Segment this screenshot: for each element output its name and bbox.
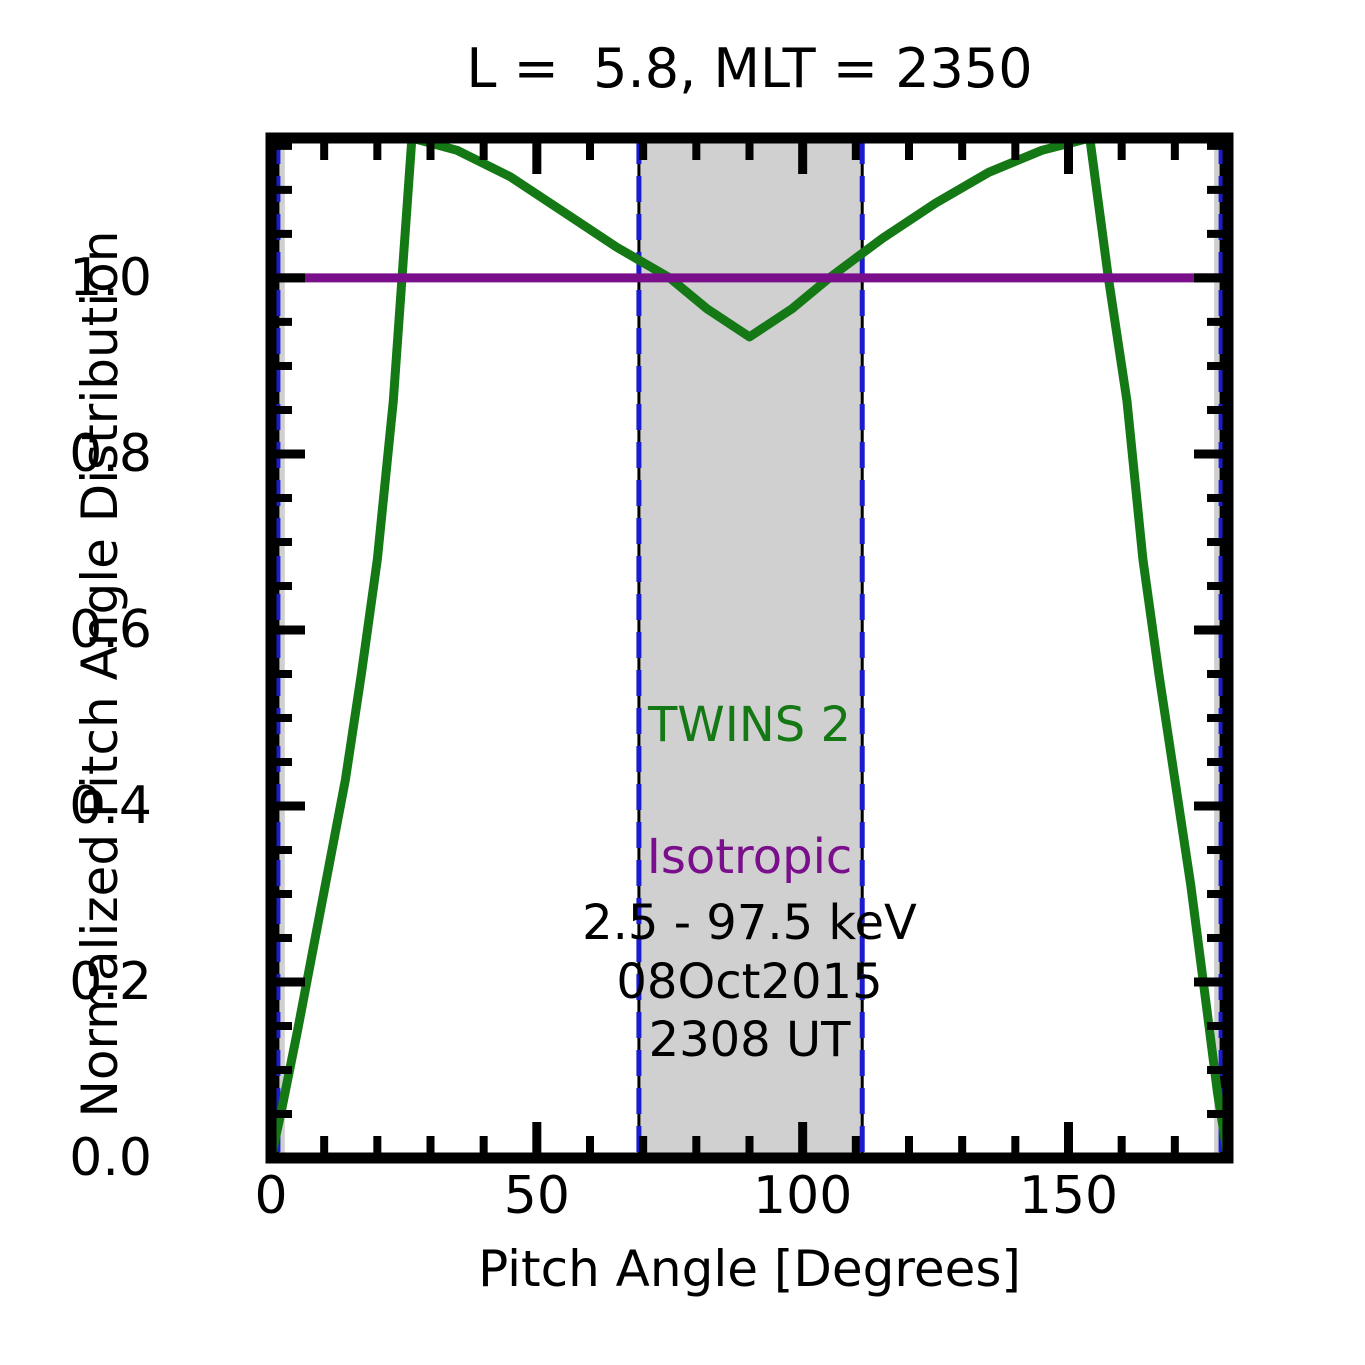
- y-tick-label: 0.8: [69, 423, 152, 484]
- x-tick-label: 0: [254, 1166, 288, 1226]
- perpendicular-band: [638, 138, 863, 1158]
- isotropic-label: Isotropic: [646, 829, 853, 886]
- x-axis-label: Pitch Angle [Degrees]: [478, 1240, 1021, 1298]
- time-label: 2308 UT: [648, 1012, 851, 1069]
- y-tick-label: 1.0: [69, 247, 152, 308]
- y-axis-label: Normalized Pitch Angle Distribution: [71, 230, 129, 1118]
- y-tick-label: 0.0: [69, 1128, 152, 1188]
- date-label: 08Oct2015: [616, 954, 883, 1011]
- y-tick-label: 0.6: [69, 599, 152, 660]
- plot-frame-layer: [265, 132, 1234, 1164]
- y-tick-label: 0.2: [69, 951, 152, 1012]
- x-tick-label: 50: [503, 1166, 570, 1226]
- y-tick-label: 0.4: [69, 775, 152, 836]
- x-tick-label: 100: [753, 1166, 853, 1226]
- plot-area: [265, 132, 1234, 1164]
- x-tick-label: 150: [1018, 1166, 1119, 1226]
- page-title: L = 5.8, MLT = 2350: [466, 37, 1033, 100]
- plot-data-layer: [271, 138, 1228, 1158]
- series-line-twins-2: [271, 138, 1228, 1158]
- instrument-label: TWINS 2: [647, 697, 852, 754]
- energy-range-label: 2.5 - 97.5 keV: [582, 895, 917, 952]
